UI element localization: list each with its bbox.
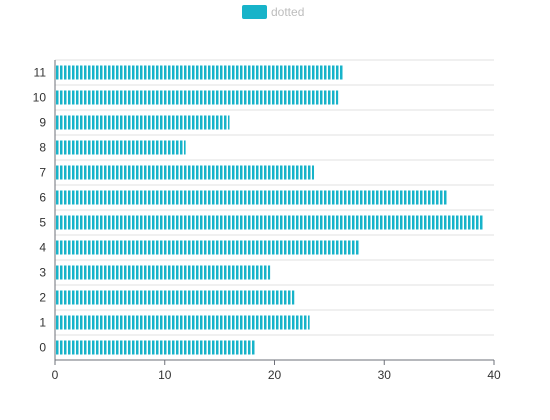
y-tick-label: 10 bbox=[33, 91, 47, 105]
y-tick-label: 3 bbox=[39, 266, 46, 280]
legend-swatch[interactable] bbox=[242, 5, 267, 19]
y-tick-label: 7 bbox=[39, 166, 46, 180]
bar[interactable] bbox=[56, 165, 315, 180]
bar[interactable] bbox=[56, 115, 230, 130]
legend[interactable]: dotted bbox=[242, 5, 304, 19]
x-tick-label: 30 bbox=[378, 368, 392, 382]
x-axis: 0 10 20 30 40 bbox=[52, 60, 501, 382]
bar[interactable] bbox=[56, 65, 344, 80]
bar[interactable] bbox=[56, 265, 271, 280]
gridlines bbox=[55, 59, 494, 361]
y-axis-labels: 0 1 2 3 4 5 6 7 8 9 10 11 bbox=[33, 66, 47, 355]
y-tick-label: 5 bbox=[39, 216, 46, 230]
y-tick-label: 8 bbox=[39, 141, 46, 155]
bar[interactable] bbox=[56, 215, 484, 230]
y-tick-label: 11 bbox=[34, 66, 47, 80]
bars bbox=[56, 65, 484, 355]
x-tick-label: 40 bbox=[487, 368, 501, 382]
x-tick-label: 0 bbox=[52, 368, 59, 382]
y-tick-label: 4 bbox=[39, 241, 46, 255]
y-tick-label: 6 bbox=[39, 191, 46, 205]
y-tick-label: 2 bbox=[39, 291, 46, 305]
legend-label-dotted[interactable]: dotted bbox=[271, 5, 304, 19]
x-tick-label: 20 bbox=[268, 368, 282, 382]
bar[interactable] bbox=[56, 190, 448, 205]
bar[interactable] bbox=[56, 140, 186, 155]
x-tick-label: 10 bbox=[158, 368, 172, 382]
bar[interactable] bbox=[56, 340, 255, 355]
bar[interactable] bbox=[56, 315, 310, 330]
y-tick-label: 0 bbox=[39, 341, 46, 355]
bar[interactable] bbox=[56, 90, 339, 105]
bar[interactable] bbox=[56, 290, 295, 305]
y-tick-label: 1 bbox=[39, 316, 46, 330]
bar[interactable] bbox=[56, 240, 360, 255]
y-tick-label: 9 bbox=[39, 116, 46, 130]
